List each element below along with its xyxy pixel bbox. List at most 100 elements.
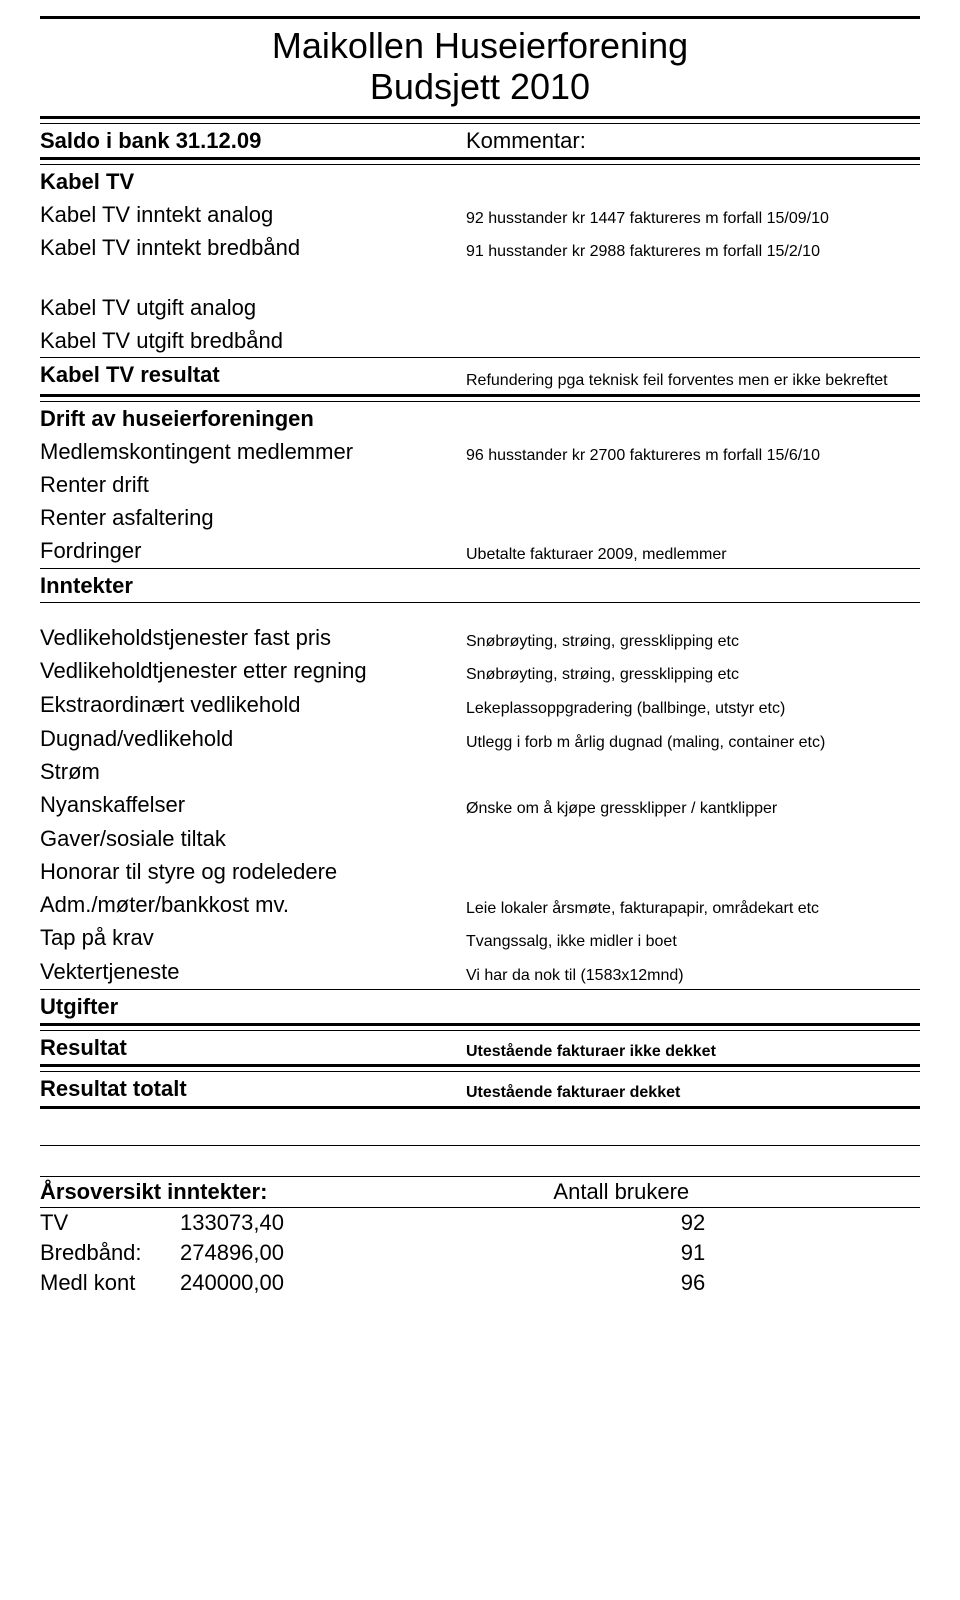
kabel-result: Kabel TV resultat Refundering pga teknis… bbox=[40, 358, 920, 394]
summary-table: Årsoversikt inntekter: Antall brukere bbox=[40, 1177, 920, 1207]
row-comment: 91 husstander kr 2988 faktureres m forfa… bbox=[460, 231, 920, 265]
table-row: Kabel TV utgift bredbånd bbox=[40, 324, 920, 357]
table-row: Kabel TV inntekt bredbånd91 husstander k… bbox=[40, 231, 920, 265]
row-label: Renter asfaltering bbox=[40, 501, 460, 534]
drift-rows: Medlemskontingent medlemmer96 husstander… bbox=[40, 435, 920, 568]
title-line2: Budsjett 2010 bbox=[40, 66, 920, 107]
row-comment: Tvangssalg, ikke midler i boet bbox=[460, 921, 920, 955]
row-comment bbox=[460, 822, 920, 855]
saldo-label: Saldo i bank 31.12.09 bbox=[40, 124, 460, 157]
row-comment bbox=[460, 324, 920, 357]
summary-body: TV133073,4092Bredbånd:274896,0091Medl ko… bbox=[40, 1208, 920, 1298]
table-row: NyanskaffelserØnske om å kjøpe gressklip… bbox=[40, 788, 920, 822]
summary-h-right: Antall brukere bbox=[547, 1177, 920, 1207]
row-comment: Utlegg i forb m årlig dugnad (maling, co… bbox=[460, 722, 920, 756]
summary-h-spacer bbox=[267, 1177, 547, 1207]
resultat-totalt-label: Resultat totalt bbox=[40, 1072, 460, 1106]
table-row: Renter asfaltering bbox=[40, 501, 920, 534]
table-row: Gaver/sosiale tiltak bbox=[40, 822, 920, 855]
row-label: Kabel TV utgift analog bbox=[40, 291, 460, 324]
title-line1: Maikollen Huseierforening bbox=[40, 25, 920, 66]
utgifter-label: Utgifter bbox=[40, 990, 920, 1023]
row-comment bbox=[460, 291, 920, 324]
summary-amount: 240000,00 bbox=[180, 1268, 460, 1298]
row-label: Tap på krav bbox=[40, 921, 460, 955]
row-label: Kabel TV inntekt bredbånd bbox=[40, 231, 460, 265]
table-row: Kabel TV inntekt analog92 husstander kr … bbox=[40, 198, 920, 232]
kabel-result-comment: Refundering pga teknisk feil forventes m… bbox=[460, 358, 920, 394]
summary-header: Årsoversikt inntekter: Antall brukere bbox=[40, 1177, 920, 1207]
summary-amount: 133073,40 bbox=[180, 1208, 460, 1238]
row-comment bbox=[460, 855, 920, 888]
page: Maikollen Huseierforening Budsjett 2010 … bbox=[0, 0, 960, 1338]
utg-rows: Vedlikeholdstjenester fast prisSnøbrøyti… bbox=[40, 621, 920, 989]
table-row: VektertjenesteVi har da nok til (1583x12… bbox=[40, 955, 920, 989]
summary-name: TV bbox=[40, 1208, 180, 1238]
row-comment: Leie lokaler årsmøte, fakturapapir, områ… bbox=[460, 888, 920, 922]
row-comment: Vi har da nok til (1583x12mnd) bbox=[460, 955, 920, 989]
table-row: Honorar til styre og rodeledere bbox=[40, 855, 920, 888]
table-row: Medlemskontingent medlemmer96 husstander… bbox=[40, 435, 920, 469]
kommentar-label: Kommentar: bbox=[460, 124, 920, 157]
rule bbox=[40, 1145, 920, 1146]
row-comment: Ubetalte fakturaer 2009, medlemmer bbox=[460, 534, 920, 568]
row-comment: 96 husstander kr 2700 faktureres m forfa… bbox=[460, 435, 920, 469]
drift-section: Drift av huseierforeningen bbox=[40, 402, 920, 435]
summary-h-left: Årsoversikt inntekter: bbox=[40, 1177, 267, 1207]
table-row: Strøm bbox=[40, 755, 920, 788]
row-label: Kabel TV inntekt analog bbox=[40, 198, 460, 232]
row-comment: Snøbrøyting, strøing, gressklipping etc bbox=[460, 654, 920, 688]
table-row: FordringerUbetalte fakturaer 2009, medle… bbox=[40, 534, 920, 568]
kabel-rows: Kabel TV inntekt analog92 husstander kr … bbox=[40, 198, 920, 265]
table-row: Dugnad/vedlikeholdUtlegg i forb m årlig … bbox=[40, 722, 920, 756]
row-label: Honorar til styre og rodeledere bbox=[40, 855, 460, 888]
resultat-totalt-comment: Utestående fakturaer dekket bbox=[460, 1072, 920, 1106]
row-label: Ekstraordinært vedlikehold bbox=[40, 688, 460, 722]
row-label: Nyanskaffelser bbox=[40, 788, 460, 822]
row-label: Vektertjeneste bbox=[40, 955, 460, 989]
kabel-result-label: Kabel TV resultat bbox=[40, 358, 460, 394]
summary-name: Bredbånd: bbox=[40, 1238, 180, 1268]
row-label: Medlemskontingent medlemmer bbox=[40, 435, 460, 469]
row-label: Vedlikeholdtjenester etter regning bbox=[40, 654, 460, 688]
summary-amount: 274896,00 bbox=[180, 1238, 460, 1268]
kabel-rows2: Kabel TV utgift analogKabel TV utgift br… bbox=[40, 291, 920, 357]
resultat-row: Resultat Utestående fakturaer ikke dekke… bbox=[40, 1031, 920, 1065]
row-label: Gaver/sosiale tiltak bbox=[40, 822, 460, 855]
resultat-comment: Utestående fakturaer ikke dekket bbox=[460, 1031, 920, 1065]
table-row: Adm./møter/bankkost mv.Leie lokaler årsm… bbox=[40, 888, 920, 922]
row-comment: Snøbrøyting, strøing, gressklipping etc bbox=[460, 621, 920, 655]
table-row: Vedlikeholdtjenester etter regningSnøbrø… bbox=[40, 654, 920, 688]
row-label: Dugnad/vedlikehold bbox=[40, 722, 460, 756]
row-label: Strøm bbox=[40, 755, 460, 788]
summary-count: 91 bbox=[460, 1238, 920, 1268]
summary-count: 96 bbox=[460, 1268, 920, 1298]
table-row: Renter drift bbox=[40, 468, 920, 501]
table-row: Ekstraordinært vedlikeholdLekeplassoppgr… bbox=[40, 688, 920, 722]
table-row: Kabel TV utgift analog bbox=[40, 291, 920, 324]
summary-row: Medl kont240000,0096 bbox=[40, 1268, 920, 1298]
summary-row: Bredbånd:274896,0091 bbox=[40, 1238, 920, 1268]
title-block: Maikollen Huseierforening Budsjett 2010 bbox=[40, 16, 920, 119]
summary-row: TV133073,4092 bbox=[40, 1208, 920, 1238]
row-comment bbox=[460, 468, 920, 501]
row-comment bbox=[460, 501, 920, 534]
row-comment bbox=[460, 755, 920, 788]
resultat-label: Resultat bbox=[40, 1031, 460, 1065]
summary-name: Medl kont bbox=[40, 1268, 180, 1298]
summary-count: 92 bbox=[460, 1208, 920, 1238]
row-label: Kabel TV utgift bredbånd bbox=[40, 324, 460, 357]
row-comment: 92 husstander kr 1447 faktureres m forfa… bbox=[460, 198, 920, 232]
rule bbox=[40, 1106, 920, 1109]
table-row: Tap på kravTvangssalg, ikke midler i boe… bbox=[40, 921, 920, 955]
row-label: Fordringer bbox=[40, 534, 460, 568]
kabel-section: Kabel TV bbox=[40, 165, 920, 198]
table-row: Vedlikeholdstjenester fast prisSnøbrøyti… bbox=[40, 621, 920, 655]
header-row: Saldo i bank 31.12.09 Kommentar: bbox=[40, 124, 920, 157]
row-comment: Lekeplassoppgradering (ballbinge, utstyr… bbox=[460, 688, 920, 722]
inntekter-label: Inntekter bbox=[40, 569, 920, 602]
resultat-totalt-row: Resultat totalt Utestående fakturaer dek… bbox=[40, 1072, 920, 1106]
row-label: Renter drift bbox=[40, 468, 460, 501]
row-comment: Ønske om å kjøpe gressklipper / kantklip… bbox=[460, 788, 920, 822]
row-label: Adm./møter/bankkost mv. bbox=[40, 888, 460, 922]
